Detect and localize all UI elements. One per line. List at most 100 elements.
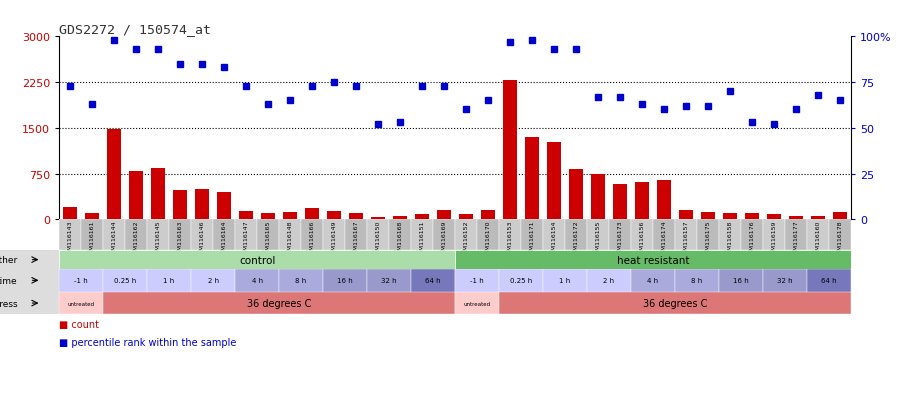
Text: 2 h: 2 h	[207, 278, 218, 284]
Bar	[697, 220, 719, 251]
Text: GSM116177: GSM116177	[794, 221, 798, 258]
Text: 64 h: 64 h	[821, 278, 836, 284]
Text: 0.25 h: 0.25 h	[114, 278, 136, 284]
Bar	[455, 220, 477, 251]
Bar	[191, 220, 213, 251]
Text: GSM116157: GSM116157	[683, 221, 688, 258]
Text: 32 h: 32 h	[381, 278, 397, 284]
Text: GSM116149: GSM116149	[331, 221, 337, 258]
Bar	[807, 220, 829, 251]
Text: GSM116158: GSM116158	[725, 221, 730, 259]
Text: control: control	[239, 255, 275, 265]
Text: GSM116163: GSM116163	[175, 221, 180, 259]
Bar	[279, 269, 323, 292]
Text: GSM116150: GSM116150	[373, 221, 378, 259]
Text: 8 h: 8 h	[692, 278, 703, 284]
Text: other: other	[0, 256, 17, 264]
Text: ■ percentile rank within the sample: ■ percentile rank within the sample	[59, 337, 237, 347]
Text: GSM116144: GSM116144	[109, 221, 114, 259]
Text: GSM116147: GSM116147	[244, 221, 248, 258]
Text: 8 h: 8 h	[296, 278, 307, 284]
Text: GSM116165: GSM116165	[266, 221, 270, 258]
Bar	[411, 220, 433, 251]
Bar	[367, 269, 411, 292]
Text: GSM116167: GSM116167	[354, 221, 359, 258]
Text: ■ count: ■ count	[59, 319, 99, 329]
Bar	[833, 212, 847, 220]
Text: GSM116176: GSM116176	[747, 221, 752, 259]
Bar	[173, 190, 187, 220]
Bar	[195, 190, 209, 220]
Bar	[0, 251, 59, 269]
Text: GSM116152: GSM116152	[463, 221, 469, 258]
Text: -1 h: -1 h	[75, 278, 88, 284]
Bar	[349, 214, 363, 220]
Bar	[103, 220, 126, 251]
Text: time: time	[0, 276, 17, 285]
Text: GSM116174: GSM116174	[659, 221, 664, 259]
Text: GSM116178: GSM116178	[837, 221, 843, 258]
Text: 64 h: 64 h	[425, 278, 440, 284]
Text: GSM116169: GSM116169	[439, 221, 444, 259]
Bar	[543, 220, 565, 251]
Bar	[345, 220, 367, 251]
Text: GSM116176: GSM116176	[750, 221, 754, 258]
Text: GSM116149: GSM116149	[329, 221, 334, 259]
Bar	[283, 212, 298, 220]
Text: GSM116162: GSM116162	[134, 221, 138, 258]
Text: 2 h: 2 h	[603, 278, 614, 284]
Text: GSM116172: GSM116172	[573, 221, 579, 258]
Bar	[393, 216, 407, 220]
Bar	[59, 251, 455, 269]
Text: GSM116168: GSM116168	[395, 221, 400, 259]
Text: GSM116168: GSM116168	[398, 221, 402, 258]
Text: GSM116161: GSM116161	[87, 221, 92, 259]
Bar	[147, 269, 191, 292]
Text: GSM116151: GSM116151	[420, 221, 424, 258]
Text: 36 degrees C: 36 degrees C	[247, 298, 311, 309]
Bar	[631, 220, 653, 251]
Bar	[305, 209, 319, 220]
Text: GSM116170: GSM116170	[483, 221, 488, 259]
Text: GSM116145: GSM116145	[153, 221, 158, 259]
Bar	[477, 220, 499, 251]
Text: GSM116143: GSM116143	[67, 221, 73, 258]
Bar	[169, 220, 191, 251]
Bar	[525, 138, 539, 220]
Bar	[653, 220, 675, 251]
Bar	[103, 269, 147, 292]
Text: GSM116160: GSM116160	[815, 221, 820, 258]
Bar	[107, 130, 121, 220]
Text: GSM116148: GSM116148	[285, 221, 290, 259]
Bar	[323, 269, 367, 292]
Bar	[807, 269, 851, 292]
Text: GSM116154: GSM116154	[551, 221, 556, 258]
Bar	[261, 213, 275, 220]
Text: GSM116145: GSM116145	[156, 221, 160, 258]
Text: untreated: untreated	[463, 301, 490, 306]
Text: GSM116164: GSM116164	[219, 221, 224, 259]
Bar	[63, 208, 77, 220]
Text: GSM116147: GSM116147	[241, 221, 246, 259]
Bar	[103, 292, 455, 315]
Bar	[371, 217, 385, 220]
Bar	[587, 220, 609, 251]
Text: GSM116144: GSM116144	[112, 221, 116, 258]
Text: 36 degrees C: 36 degrees C	[642, 298, 707, 309]
Bar	[741, 220, 763, 251]
Bar	[480, 211, 495, 220]
Bar	[719, 220, 741, 251]
Bar	[675, 269, 719, 292]
Text: GSM116166: GSM116166	[307, 221, 312, 259]
Bar	[433, 220, 455, 251]
Text: GSM116150: GSM116150	[376, 221, 380, 258]
Bar	[675, 220, 697, 251]
Bar	[784, 220, 807, 251]
Bar	[59, 292, 103, 315]
Bar	[191, 269, 235, 292]
Bar	[415, 215, 430, 220]
Bar	[612, 185, 627, 220]
Bar	[744, 213, 759, 220]
Text: GSM116154: GSM116154	[549, 221, 554, 259]
Bar	[235, 269, 279, 292]
